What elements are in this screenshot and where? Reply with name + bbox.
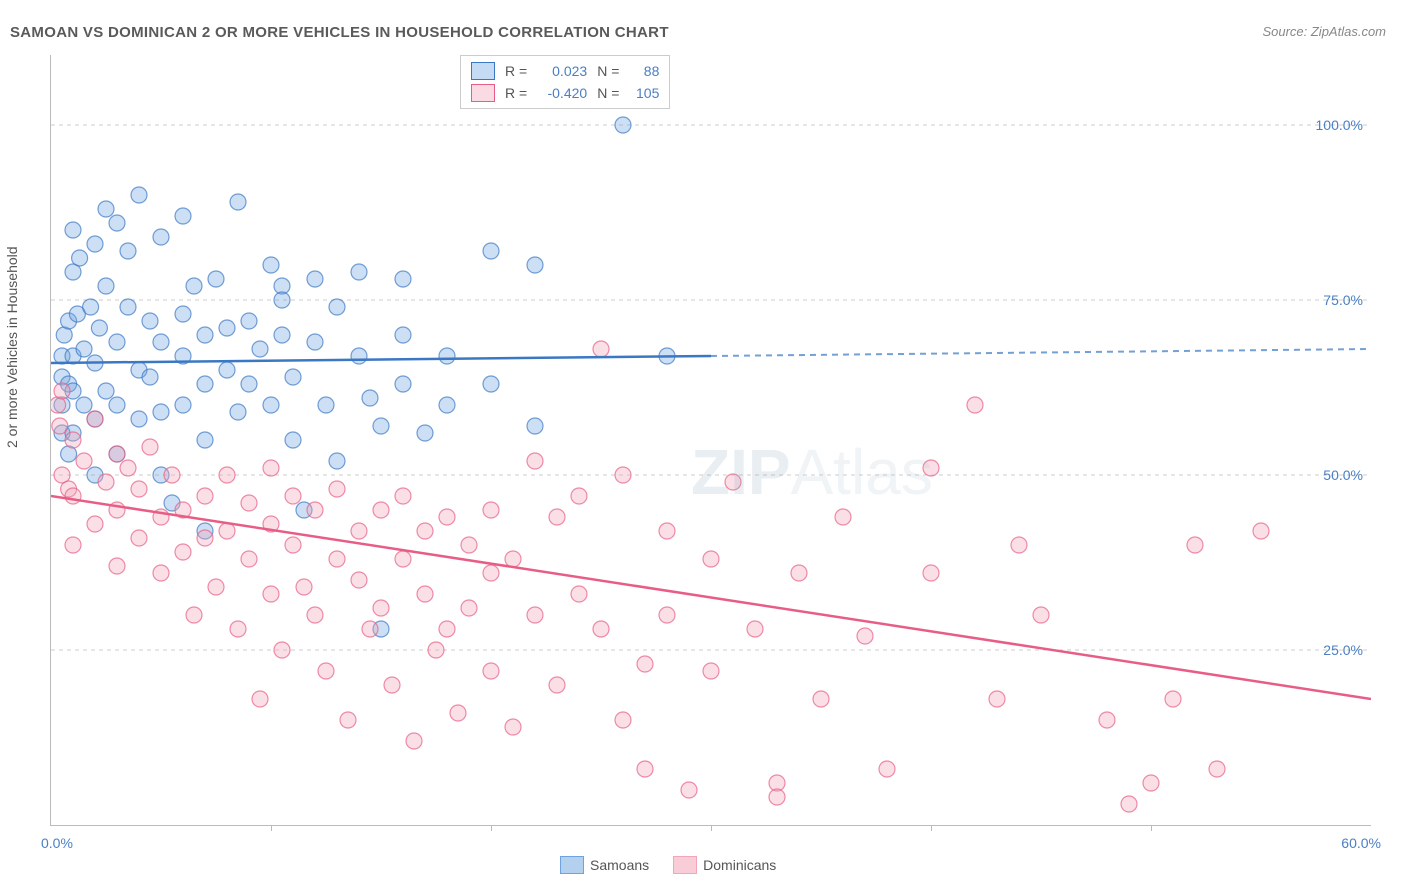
x-tick [1151,825,1152,831]
legend-row-dominicans: R = -0.420 N = 105 [471,82,659,104]
watermark: ZIPAtlas [691,435,933,509]
x-tick [271,825,272,831]
x-label-start: 0.0% [41,835,73,851]
y-tick-label: 25.0% [1323,642,1363,658]
swatch-dominicans-bottom [673,856,697,874]
n-value-dominicans: 105 [629,85,659,101]
legend-item-samoans: Samoans [560,856,649,874]
watermark-light: Atlas [791,436,933,508]
y-tick-label: 100.0% [1316,117,1363,133]
r-value-samoans: 0.023 [537,63,587,79]
swatch-samoans-bottom [560,856,584,874]
r-value-dominicans: -0.420 [537,85,587,101]
legend-item-dominicans: Dominicans [673,856,776,874]
x-tick [931,825,932,831]
n-label: N = [597,85,619,101]
y-tick-label: 75.0% [1323,292,1363,308]
plot-area: ZIPAtlas 0.0% 60.0% 25.0%50.0%75.0%100.0… [50,55,1371,826]
n-value-samoans: 88 [629,63,659,79]
source-label: Source: ZipAtlas.com [1262,24,1386,39]
x-label-end: 60.0% [1341,835,1381,851]
x-tick [711,825,712,831]
swatch-samoans [471,62,495,80]
y-axis-label: 2 or more Vehicles in Household [4,246,20,448]
legend-label-dominicans: Dominicans [703,857,776,873]
r-label: R = [505,85,527,101]
legend-row-samoans: R = 0.023 N = 88 [471,60,659,82]
y-tick-label: 50.0% [1323,467,1363,483]
x-tick [491,825,492,831]
legend-top: R = 0.023 N = 88 R = -0.420 N = 105 [460,55,670,109]
legend-bottom: Samoans Dominicans [560,856,776,874]
swatch-dominicans [471,84,495,102]
watermark-bold: ZIP [691,436,791,508]
n-label: N = [597,63,619,79]
legend-label-samoans: Samoans [590,857,649,873]
chart-title: SAMOAN VS DOMINICAN 2 OR MORE VEHICLES I… [10,24,669,41]
r-label: R = [505,63,527,79]
